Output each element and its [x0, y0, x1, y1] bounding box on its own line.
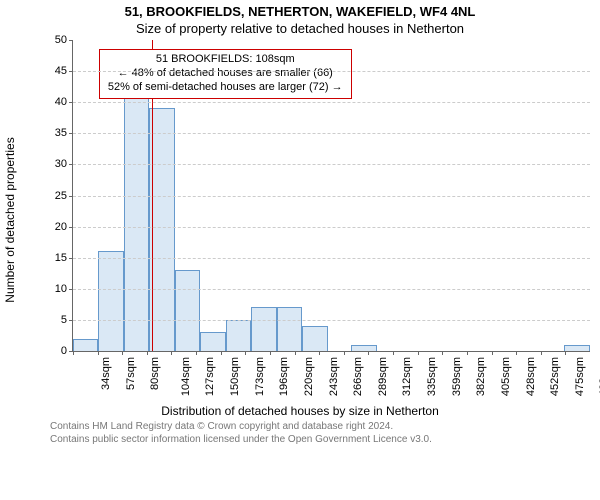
x-tick-label: 104sqm [180, 357, 192, 396]
gridline [73, 71, 590, 72]
x-tick [492, 351, 493, 355]
x-tick [196, 351, 197, 355]
gridline [73, 164, 590, 165]
x-tick [516, 351, 517, 355]
x-tick [295, 351, 296, 355]
y-tick-label: 50 [55, 34, 73, 46]
x-tick [442, 351, 443, 355]
histogram-bar [564, 345, 589, 351]
gridline [73, 102, 590, 103]
annotation-line-3: 52% of semi-detached houses are larger (… [108, 81, 343, 95]
x-tick-label: 312sqm [402, 357, 414, 396]
y-tick-label: 0 [61, 345, 73, 357]
histogram-bar [277, 307, 302, 351]
x-tick [171, 351, 172, 355]
x-tick [73, 351, 74, 355]
footer-line-2: Contains public sector information licen… [50, 433, 590, 446]
x-tick [147, 351, 148, 355]
x-tick [319, 351, 320, 355]
y-axis-label: Number of detached properties [3, 137, 17, 302]
y-tick-label: 20 [55, 221, 73, 233]
y-tick-label: 45 [55, 65, 73, 77]
histogram-bar [251, 307, 276, 351]
x-tick [98, 351, 99, 355]
title-address: 51, BROOKFIELDS, NETHERTON, WAKEFIELD, W… [0, 0, 600, 19]
x-tick [393, 351, 394, 355]
x-tick [122, 351, 123, 355]
y-tick-label: 25 [55, 190, 73, 202]
x-tick-label: 80sqm [149, 357, 161, 390]
x-tick [565, 351, 566, 355]
x-tick-label: 452sqm [549, 357, 561, 396]
x-tick [368, 351, 369, 355]
gridline [73, 258, 590, 259]
x-tick-label: 266sqm [352, 357, 364, 396]
x-tick-label: 220sqm [303, 357, 315, 396]
gridline [73, 133, 590, 134]
x-tick-label: 359sqm [451, 357, 463, 396]
histogram-bar [351, 345, 376, 351]
histogram-bar [98, 251, 123, 351]
x-tick [418, 351, 419, 355]
x-axis-label: Distribution of detached houses by size … [0, 404, 600, 418]
x-tick [221, 351, 222, 355]
y-tick-label: 15 [55, 252, 73, 264]
x-tick-label: 428sqm [525, 357, 537, 396]
annotation-line-1: 51 BROOKFIELDS: 108sqm [108, 53, 343, 67]
x-tick-label: 150sqm [229, 357, 241, 396]
x-tick-label: 382sqm [475, 357, 487, 396]
gridline [73, 320, 590, 321]
footer-line-1: Contains HM Land Registry data © Crown c… [50, 420, 590, 433]
annotation-line-2: ← 48% of detached houses are smaller (66… [108, 67, 343, 81]
histogram-bar [175, 270, 200, 351]
y-tick-label: 40 [55, 96, 73, 108]
x-tick-label: 173sqm [254, 357, 266, 396]
gridline [73, 196, 590, 197]
y-tick-label: 5 [61, 314, 73, 326]
chart-region: Number of detached properties 51 BROOKFI… [50, 40, 590, 400]
gridline [73, 227, 590, 228]
x-tick [245, 351, 246, 355]
x-tick-label: 335sqm [426, 357, 438, 396]
x-tick-label: 289sqm [377, 357, 389, 396]
x-tick-label: 34sqm [100, 357, 112, 390]
histogram-bar [73, 339, 98, 351]
annotation-box: 51 BROOKFIELDS: 108sqm ← 48% of detached… [99, 49, 352, 98]
x-tick-label: 196sqm [278, 357, 290, 396]
x-tick-label: 405sqm [500, 357, 512, 396]
x-tick [541, 351, 542, 355]
x-tick-label: 475sqm [574, 357, 586, 396]
y-tick-label: 30 [55, 158, 73, 170]
title-subtitle: Size of property relative to detached ho… [0, 19, 600, 40]
x-tick [270, 351, 271, 355]
histogram-bar [226, 320, 251, 351]
gridline [73, 289, 590, 290]
plot-area: 51 BROOKFIELDS: 108sqm ← 48% of detached… [72, 40, 590, 352]
x-tick [467, 351, 468, 355]
x-tick-label: 127sqm [205, 357, 217, 396]
y-tick-label: 35 [55, 127, 73, 139]
histogram-bar [149, 108, 174, 351]
histogram-bar [200, 332, 225, 351]
x-tick-label: 57sqm [125, 357, 137, 390]
y-tick-label: 10 [55, 283, 73, 295]
x-tick-label: 243sqm [328, 357, 340, 396]
histogram-bar [302, 326, 327, 351]
footer-attribution: Contains HM Land Registry data © Crown c… [0, 418, 600, 446]
x-tick [344, 351, 345, 355]
